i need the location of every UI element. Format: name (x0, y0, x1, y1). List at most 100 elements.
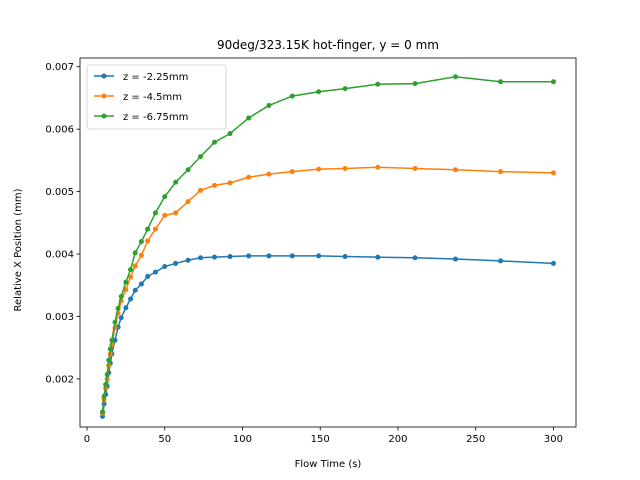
x-tick-label: 50 (158, 434, 171, 445)
data-point (498, 258, 504, 264)
data-point (185, 257, 191, 263)
x-tick-label: 100 (233, 434, 252, 445)
legend-swatch-marker (101, 113, 107, 119)
data-point (138, 239, 144, 245)
legend-entry: z = -2.25mm (123, 72, 188, 83)
data-point (132, 250, 138, 256)
data-point (266, 102, 272, 108)
data-point (227, 180, 233, 186)
data-point (453, 74, 458, 80)
data-point (100, 409, 106, 415)
x-tick-label: 200 (388, 434, 407, 445)
data-point (289, 93, 295, 99)
data-point (132, 263, 138, 269)
data-point (412, 81, 418, 87)
data-point (498, 79, 504, 85)
x-tick-label: 250 (466, 434, 485, 445)
data-point (212, 139, 217, 145)
data-point (128, 296, 134, 302)
data-point (138, 252, 144, 258)
data-point (118, 315, 124, 321)
data-point (342, 166, 348, 172)
y-axis-label: Relative X Position (mm) (13, 188, 24, 311)
y-tick-label: 0.005 (45, 187, 74, 198)
x-tick-label: 300 (544, 434, 563, 445)
data-point (145, 238, 151, 244)
data-point (342, 86, 348, 92)
chart-title: 90deg/323.15K hot-finger, y = 0 mm (217, 38, 439, 52)
x-axis-label: Flow Time (s) (295, 459, 362, 470)
data-point (152, 210, 158, 216)
data-point (342, 254, 348, 260)
x-tick-label: 0 (84, 434, 90, 445)
data-point (246, 115, 252, 121)
data-point (103, 382, 109, 388)
data-point (198, 154, 203, 160)
data-point (123, 279, 129, 285)
data-point (138, 281, 144, 287)
data-point (185, 199, 191, 205)
data-point (132, 287, 138, 293)
legend-entry: z = -6.75mm (123, 112, 188, 123)
data-point (162, 212, 168, 218)
data-point (266, 253, 272, 259)
x-tick-label: 150 (311, 434, 330, 445)
data-point (107, 346, 113, 352)
legend-entry: z = -4.5mm (123, 92, 182, 103)
data-point (115, 305, 121, 311)
data-point (173, 260, 179, 266)
data-point (550, 170, 556, 176)
data-point (375, 164, 381, 170)
data-point (246, 253, 252, 259)
data-point (212, 182, 217, 188)
data-point (162, 194, 168, 200)
data-point (227, 254, 233, 260)
data-point (375, 81, 381, 87)
plot-frame (79, 57, 577, 428)
data-point (212, 254, 217, 260)
y-tick-label: 0.007 (45, 62, 74, 73)
data-point (316, 253, 322, 259)
data-point (266, 171, 272, 177)
data-point (198, 255, 203, 261)
data-point (289, 253, 295, 259)
data-point (316, 166, 322, 172)
data-point (412, 255, 418, 261)
data-point (375, 254, 381, 260)
y-tick-label: 0.006 (45, 125, 74, 136)
data-point (101, 393, 107, 399)
data-point (145, 226, 151, 232)
legend-swatch-marker (101, 93, 107, 99)
data-point (550, 260, 556, 266)
data-point (104, 372, 110, 378)
y-tick-label: 0.004 (45, 250, 74, 261)
data-point (118, 294, 124, 300)
data-point (173, 179, 179, 185)
data-point (106, 357, 112, 363)
data-point (185, 167, 191, 173)
legend-box (86, 64, 227, 130)
data-point (173, 210, 179, 216)
data-point (227, 131, 233, 137)
data-point (112, 319, 118, 325)
data-point (162, 264, 168, 270)
data-point (412, 166, 418, 172)
data-point (128, 274, 134, 280)
data-point (246, 174, 252, 180)
data-point (123, 305, 129, 311)
data-point (289, 169, 295, 175)
y-tick-label: 0.003 (45, 312, 74, 323)
y-tick-label: 0.002 (45, 374, 74, 385)
data-point (198, 187, 203, 193)
data-point (453, 256, 458, 262)
data-point (152, 269, 158, 275)
data-point (152, 226, 158, 232)
data-point (453, 167, 458, 173)
data-point (145, 274, 151, 280)
data-point (109, 337, 115, 343)
data-point (316, 89, 322, 95)
legend-swatch-marker (101, 73, 107, 79)
data-point (128, 267, 134, 273)
data-point (550, 79, 556, 85)
